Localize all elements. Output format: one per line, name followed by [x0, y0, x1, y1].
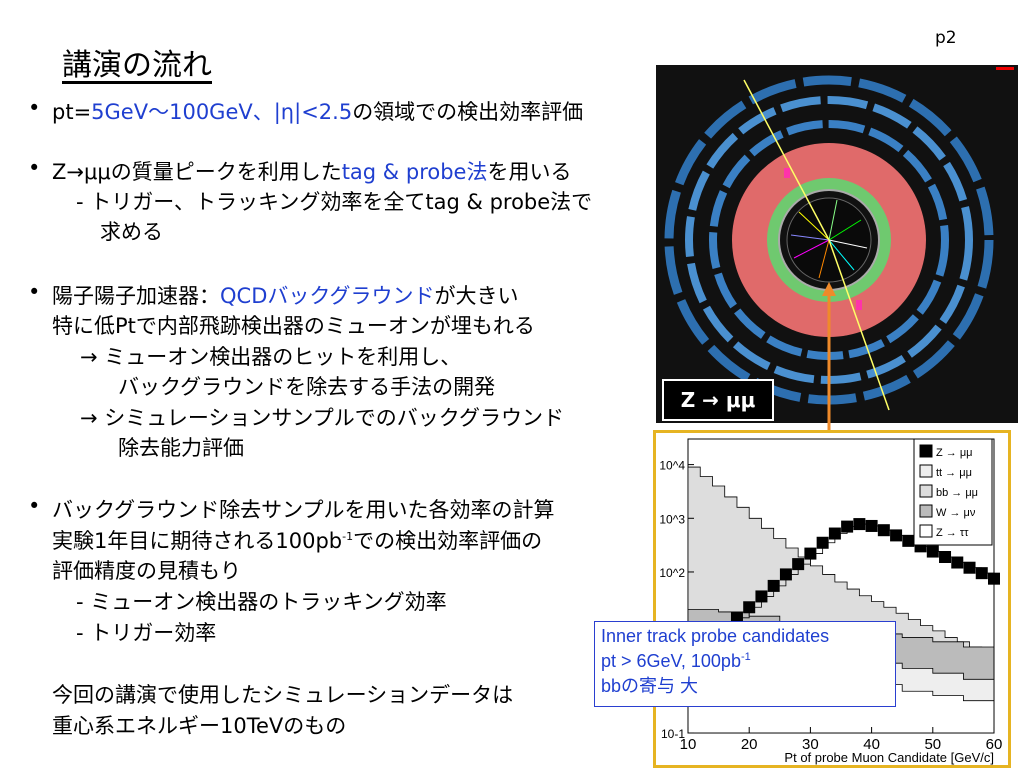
muon-track-2	[828, 239, 890, 411]
bullet-4-line-3: 評価精度の見積もり	[52, 559, 241, 583]
bullet-3-post: が大きい	[434, 284, 519, 308]
bullet-4-sub-1: - ミューオン検出器のトラッキング効率	[76, 590, 447, 614]
callout-line-1: Inner track probe candidates	[601, 626, 830, 646]
bullet-4-line-2-post: での検出効率評価の	[353, 529, 543, 553]
bullet-1-range: 5GeV〜100GeV、|η|<2.5	[91, 100, 353, 124]
zmm-point-24	[975, 567, 988, 580]
bullet-3: 陽子陽子加速器：QCDバックグラウンドが大きい	[28, 280, 519, 310]
muon-track-1	[743, 79, 830, 241]
bullet-3-line-2: 特に低Ptで内部飛跡検出器のミューオンが埋もれる	[52, 314, 535, 338]
y-tick-label-0: 10-1	[661, 727, 685, 741]
bullet-2-post: を用いる	[487, 160, 572, 184]
callout-line-3: bbの寄与 大	[601, 676, 699, 696]
bullet-1: pt=5GeV〜100GeV、|η|<2.5の領域での検出効率評価	[28, 96, 584, 126]
tracks	[790, 199, 868, 279]
zmm-point-17	[890, 529, 903, 542]
bullet-1-pre: pt=	[52, 100, 92, 124]
bullet-2-sub-1: - トリガー、トラッキング効率を全てtag & probe法で	[76, 190, 593, 214]
closing-line-1: 今回の講演で使用したシミュレーションデータは	[52, 683, 514, 707]
bullet-3-sub-1: → ミューオン検出器のヒットを利用し、	[80, 345, 462, 369]
callout-box: Inner track probe candidates pt > 6GeV, …	[594, 621, 896, 707]
bullet-4-line-2-sup: -1	[342, 530, 354, 543]
detector-event-svg	[664, 67, 1014, 411]
callout-line-2-sup: -1	[740, 651, 751, 663]
bullet-2-pre: Z→μμの質量ピークを利用した	[52, 160, 342, 184]
legend-swatch-1	[919, 464, 933, 478]
x-axis-label: Pt of probe Muon Candidate [GeV/c]	[784, 750, 994, 765]
bullet-2-sub-1-cont: 求める	[100, 220, 163, 244]
zmm-point-13	[841, 520, 854, 533]
zmm-point-23	[963, 561, 976, 574]
zmm-point-4	[730, 611, 743, 624]
bullet-3-sub-2-cont: 除去能力評価	[118, 436, 244, 460]
zmm-point-10	[804, 547, 817, 560]
zmm-point-22	[951, 556, 964, 569]
y-tick-label-3: 10^2	[659, 566, 685, 580]
x-tick-label-20: 20	[741, 736, 758, 753]
bullet-4-line-2-pre: 実験1年目に期待される100pb	[52, 529, 343, 553]
zmm-point-9	[792, 558, 805, 571]
legend-swatch-4	[919, 524, 933, 538]
x-tick-label-10: 10	[680, 736, 697, 753]
zmm-point-18	[902, 534, 915, 547]
x-tick-label-60: 60	[986, 736, 1003, 753]
event-label: Z → μμ	[662, 379, 774, 421]
legend-label-4: Z → ττ	[936, 527, 969, 539]
zmm-point-6	[755, 590, 768, 603]
zmm-point-15	[865, 519, 878, 532]
zmm-point-12	[828, 527, 841, 540]
zmm-point-5	[743, 601, 756, 614]
x-tick-label-30: 30	[802, 736, 819, 753]
callout-line-2-text: pt > 6GeV, 100pb	[601, 651, 741, 671]
zmm-point-14	[853, 518, 866, 531]
zmm-point-20	[926, 545, 939, 558]
bullet-4-sub-2: - トリガー効率	[76, 621, 217, 645]
bullet-1-post: の領域での検出効率評価	[352, 100, 584, 124]
bullet-3-pre: 陽子陽子加速器：	[52, 284, 220, 308]
zmm-point-8	[779, 568, 792, 581]
closing-line-2: 重心系エネルギー10TeVのもの	[52, 714, 347, 738]
bullet-2-method: tag & probe法	[341, 160, 488, 184]
slide-title: 講演の流れ	[62, 48, 212, 83]
zmm-point-25	[988, 572, 1000, 585]
legend-swatch-3	[919, 504, 933, 518]
page-number: p2	[935, 28, 957, 48]
x-tick-label-50: 50	[924, 736, 941, 753]
y-tick-label-4: 10^3	[659, 512, 685, 526]
bullet-4-line-2: 実験1年目に期待される100pb-1での検出効率評価の	[52, 525, 542, 555]
bullet-2: Z→μμの質量ピークを利用したtag & probe法を用いる	[28, 156, 572, 186]
bullet-3-sub-1-cont: バックグラウンドを除去する手法の開発	[118, 375, 496, 399]
event-display-image	[656, 65, 1018, 423]
legend-label-3: W → μν	[936, 507, 976, 519]
zmm-point-21	[939, 551, 952, 564]
callout-line-2: pt > 6GeV, 100pb-1	[601, 649, 889, 674]
zmm-point-7	[767, 579, 780, 592]
bullet-3-sub-2: → シミュレーションサンプルでのバックグラウンド	[80, 406, 564, 430]
legend-swatch-0	[919, 444, 933, 458]
bullet-3-qcd: QCDバックグラウンド	[220, 284, 435, 308]
legend-label-2: bb → μμ	[936, 487, 978, 499]
x-tick-label-40: 40	[863, 736, 880, 753]
zmm-point-16	[877, 524, 890, 537]
zmm-point-11	[816, 536, 829, 549]
legend-swatch-2	[919, 484, 933, 498]
y-tick-label-5: 10^4	[659, 459, 685, 473]
bullet-4: バックグラウンド除去サンプルを用いた各効率の計算	[28, 494, 555, 524]
legend-label-0: Z → μμ	[936, 447, 973, 459]
legend-label-1: tt → μμ	[936, 467, 972, 479]
